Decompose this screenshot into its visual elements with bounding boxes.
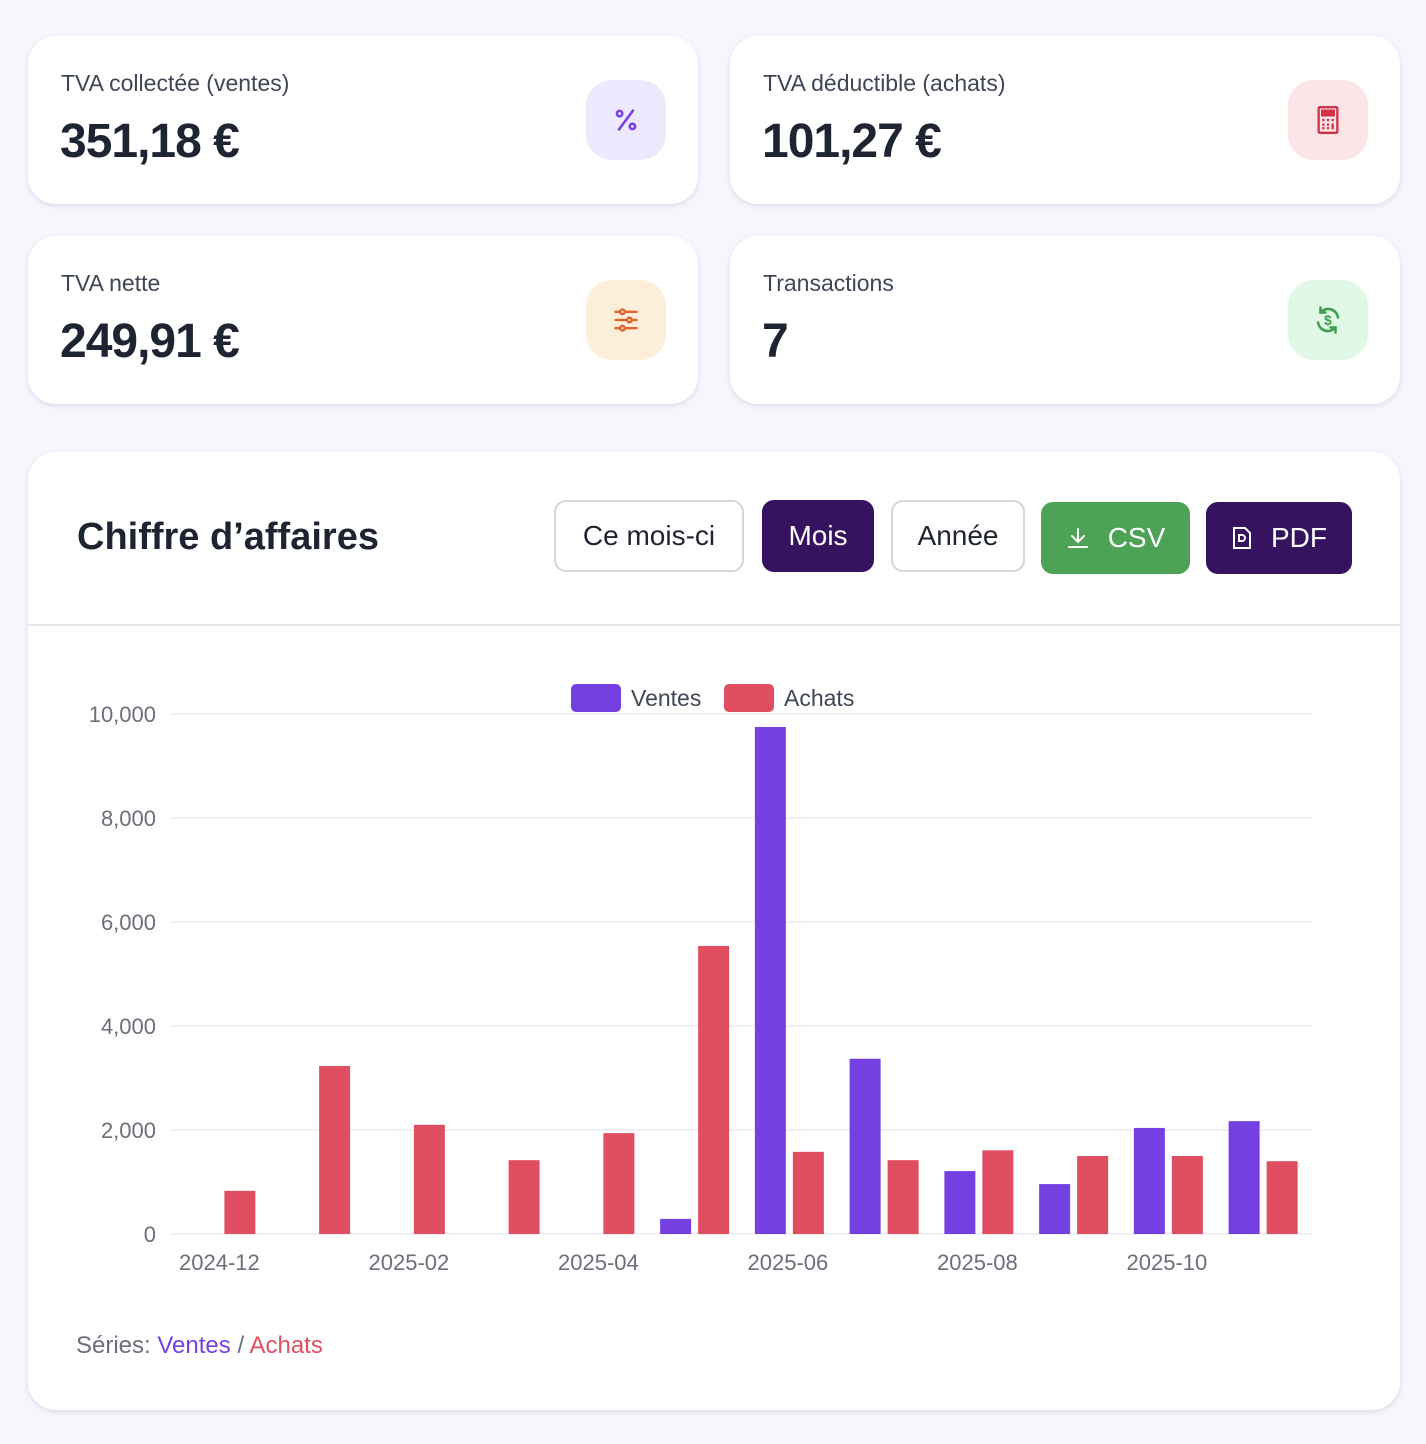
year-button[interactable]: Année <box>891 500 1025 572</box>
kpi-label: TVA nette <box>61 270 161 296</box>
kpi-card-tva-deductible: TVA déductible (achats) 101,27 € <box>730 36 1400 204</box>
kpi-value: 101,27 € <box>762 115 942 168</box>
footer-series-ventes: Ventes <box>157 1332 231 1359</box>
percent-icon <box>586 80 666 160</box>
header-divider <box>28 624 1400 626</box>
kpi-label: Transactions <box>763 270 894 296</box>
csv-export-button[interactable]: CSV <box>1041 502 1190 574</box>
kpi-card-tva-collectee: TVA collectée (ventes) 351,18 € <box>28 36 698 204</box>
calculator-icon <box>1288 80 1368 160</box>
kpi-value: 249,91 € <box>60 315 240 368</box>
year-label: Année <box>917 520 999 551</box>
revenue-chart-panel: Chiffre d’affaires Ce mois-ci Mois Année… <box>28 452 1400 1410</box>
kpi-label: TVA déductible (achats) <box>763 70 1006 96</box>
month-button[interactable]: Mois <box>762 500 874 572</box>
sliders-icon <box>586 280 666 360</box>
footer-prefix: Séries: <box>76 1332 151 1359</box>
kpi-value: 7 <box>762 315 789 368</box>
month-label: Mois <box>788 520 848 551</box>
pdf-export-button[interactable]: PDF <box>1206 502 1352 574</box>
kpi-card-tva-nette: TVA nette 249,91 € <box>28 236 698 404</box>
download-icon <box>1067 528 1088 548</box>
svg-text:$: $ <box>1324 313 1332 328</box>
this-month-label: Ce mois-ci <box>582 520 716 551</box>
series-footer: Séries: Ventes / Achats <box>76 1332 323 1360</box>
pdf-label: PDF <box>1271 522 1327 553</box>
footer-series-achats: Achats <box>249 1332 323 1359</box>
footer-separator: / <box>237 1332 245 1359</box>
file-pdf-icon <box>1233 527 1251 549</box>
kpi-card-transactions: Transactions 7 $ <box>730 236 1400 404</box>
chart-title: Chiffre d’affaires <box>77 516 379 558</box>
this-month-button[interactable]: Ce mois-ci <box>554 500 744 572</box>
kpi-value: 351,18 € <box>60 115 240 168</box>
currency-exchange-icon: $ <box>1288 280 1368 360</box>
kpi-label: TVA collectée (ventes) <box>61 70 290 96</box>
csv-label: CSV <box>1107 522 1166 553</box>
